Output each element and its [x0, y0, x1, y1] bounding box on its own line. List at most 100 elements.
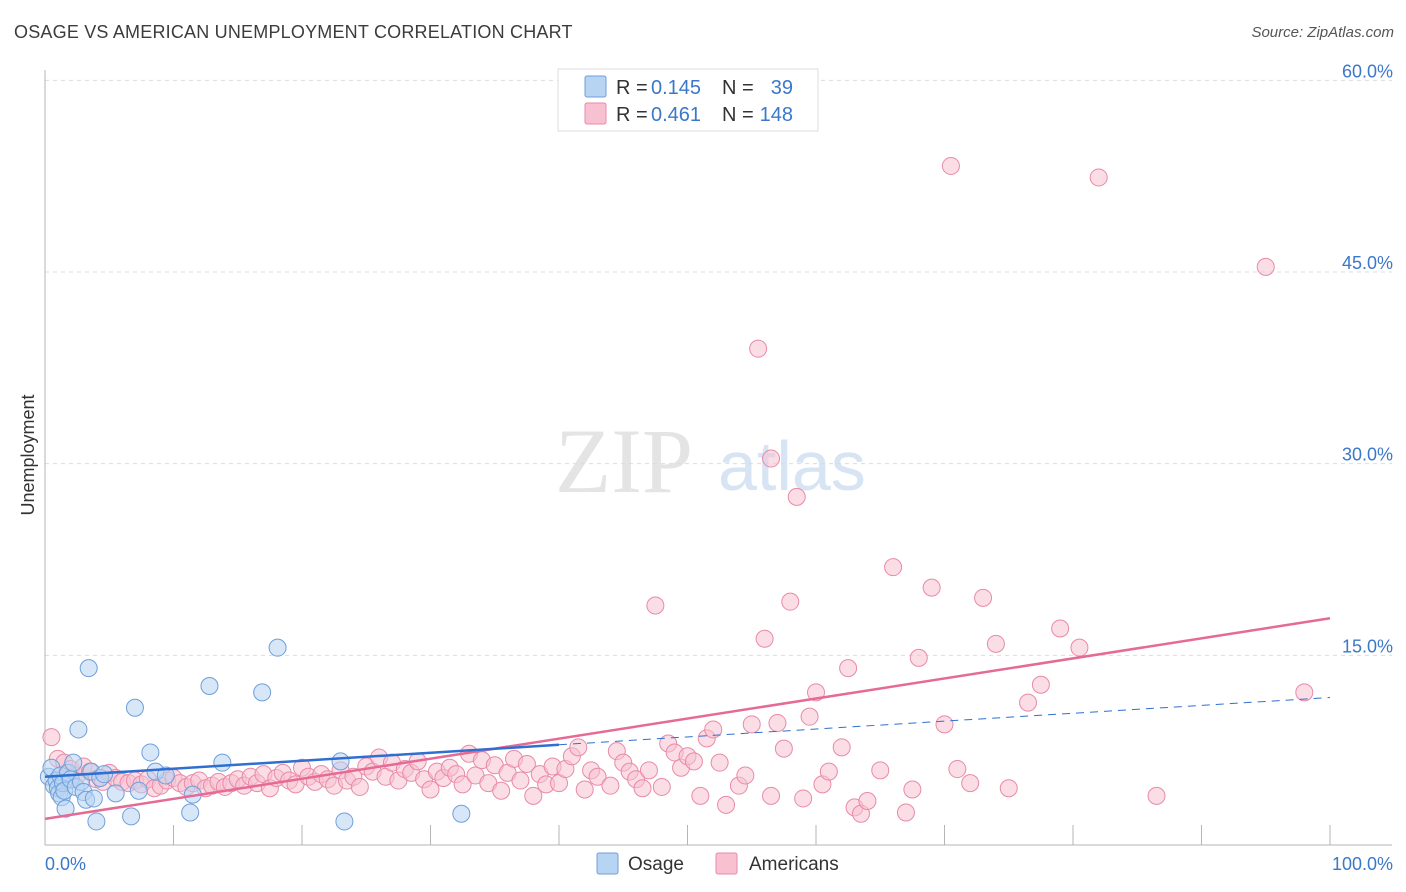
- osage-point: [125, 698, 144, 717]
- osage-point: [331, 752, 350, 771]
- americans-point: [1147, 786, 1166, 805]
- osage-point: [69, 720, 88, 739]
- americans-point: [646, 596, 665, 615]
- americans-point: [588, 767, 607, 786]
- americans-point: [768, 714, 787, 733]
- americans-point: [839, 659, 858, 678]
- americans-point: [633, 779, 652, 798]
- americans-point: [1019, 693, 1038, 712]
- americans-point: [961, 774, 980, 793]
- americans-point: [781, 592, 800, 611]
- bottom-legend-osage: Osage: [628, 854, 684, 875]
- americans-point: [896, 803, 915, 822]
- osage-point: [335, 812, 354, 831]
- x-tick-label: 100.0%: [1332, 854, 1393, 874]
- osage-point: [79, 659, 98, 678]
- osage-point: [106, 784, 125, 803]
- americans-point: [652, 777, 671, 796]
- americans-point: [884, 558, 903, 577]
- y-tick-label: 15.0%: [1342, 636, 1393, 656]
- americans-point: [800, 707, 819, 726]
- americans-point: [858, 792, 877, 810]
- americans-point: [736, 766, 755, 785]
- americans-trend-line: [44, 617, 1331, 821]
- americans-point: [974, 588, 993, 607]
- y-tick-label: 45.0%: [1342, 253, 1393, 273]
- americans-point: [762, 786, 781, 805]
- americans-point: [1089, 168, 1108, 187]
- legend-r-label-osage: R =: [616, 77, 648, 99]
- series-americans: [42, 156, 1314, 823]
- osage-point: [141, 743, 160, 762]
- americans-point: [517, 754, 536, 773]
- y-axis-title: Unemployment: [18, 394, 38, 515]
- americans-point: [922, 578, 941, 597]
- osage-point: [213, 753, 232, 772]
- americans-point: [524, 786, 543, 805]
- osage-point: [87, 812, 106, 831]
- americans-point: [755, 629, 774, 648]
- americans-point: [941, 156, 960, 175]
- osage-point: [122, 807, 141, 826]
- americans-point: [909, 648, 928, 667]
- watermark: ZIP atlas: [555, 410, 866, 512]
- osage-point: [268, 638, 287, 657]
- osage-trend-line: [44, 743, 560, 778]
- tick-labels: 15.0% 30.0% 45.0% 60.0% 0.0% 100.0%: [45, 61, 1393, 874]
- americans-point: [999, 779, 1018, 798]
- americans-point: [684, 752, 703, 771]
- americans-point: [762, 449, 781, 468]
- americans-point: [1070, 638, 1089, 657]
- bottom-legend-swatch-osage: [596, 852, 619, 875]
- americans-point: [819, 762, 838, 781]
- americans-point: [569, 738, 588, 757]
- osage-point: [156, 766, 175, 785]
- americans-point: [1256, 257, 1275, 276]
- source-label: Source: ZipAtlas.com: [1251, 24, 1394, 41]
- americans-point: [350, 777, 369, 796]
- legend-swatch-americans: [584, 102, 607, 125]
- trend-lines: [44, 617, 1331, 821]
- americans-point: [704, 720, 723, 739]
- americans-point: [832, 738, 851, 757]
- osage-point: [64, 753, 83, 772]
- americans-point: [575, 780, 594, 799]
- legend-swatch-osage: [584, 75, 607, 98]
- americans-point: [453, 775, 472, 794]
- americans-point: [948, 760, 967, 779]
- y-tick-label: 30.0%: [1342, 445, 1393, 465]
- legend-r-osage: 0.145: [651, 77, 701, 99]
- legend-r-label-americans: R =: [616, 104, 648, 126]
- americans-point: [691, 786, 710, 805]
- americans-point: [903, 780, 922, 799]
- americans-point: [871, 761, 890, 780]
- osage-point: [181, 803, 200, 822]
- osage-point: [253, 683, 272, 702]
- americans-point: [794, 789, 813, 808]
- americans-point: [1031, 675, 1050, 694]
- americans-point: [935, 715, 954, 734]
- bottom-legend-swatch-americans: [715, 852, 738, 875]
- americans-point: [710, 753, 729, 772]
- americans-point: [1051, 619, 1070, 638]
- americans-point: [639, 761, 658, 780]
- series-legend: Osage Americans: [596, 852, 839, 875]
- americans-point: [742, 715, 761, 734]
- americans-point: [42, 728, 61, 747]
- legend-n-americans: 148: [760, 104, 793, 126]
- legend-n-osage: 39: [771, 77, 793, 99]
- legend-n-label-osage: N =: [722, 77, 754, 99]
- americans-point: [986, 634, 1005, 653]
- americans-point: [601, 776, 620, 795]
- legend-r-americans: 0.461: [651, 104, 701, 126]
- americans-point: [1295, 683, 1314, 702]
- series-osage: [39, 638, 471, 831]
- osage-point: [129, 781, 148, 800]
- americans-point: [492, 781, 511, 800]
- axes: [44, 70, 1392, 846]
- chart-title: OSAGE VS AMERICAN UNEMPLOYMENT CORRELATI…: [14, 22, 573, 42]
- watermark-zip: ZIP: [555, 410, 693, 512]
- osage-point: [84, 789, 103, 808]
- bottom-legend-americans: Americans: [749, 854, 839, 875]
